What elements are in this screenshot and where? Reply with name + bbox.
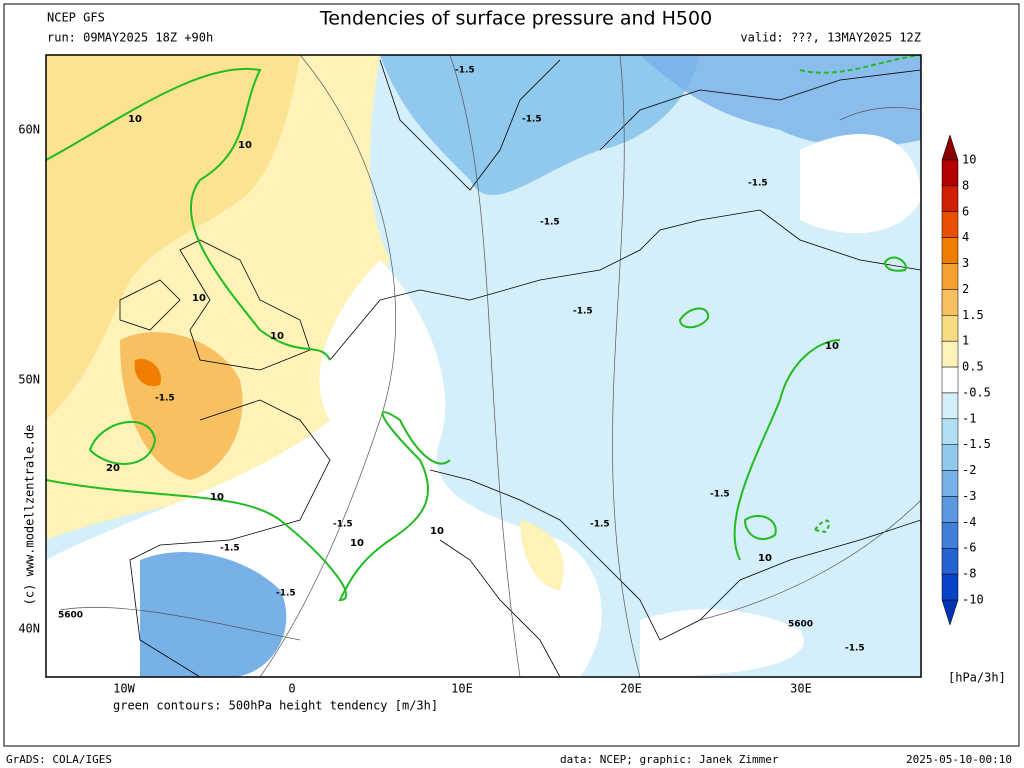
colorbar-segment bbox=[941, 522, 959, 549]
colorbar-segment bbox=[941, 315, 959, 342]
map: -1.5 -1.5 -1.5 -1.5 -1.5 -1.5 -1.5 -1.5 … bbox=[45, 54, 922, 678]
colorbar-segment bbox=[941, 159, 959, 187]
colorbar: 10 8 6 4 3 2 1.5 1 0.5 -0.5 -1 -1.5 -2 -3 -4 -6 -8 -10 bbox=[941, 134, 991, 626]
tendency-negative bbox=[640, 55, 921, 147]
tendency-negative bbox=[140, 551, 287, 677]
lon-label: 0 bbox=[288, 682, 295, 696]
colorbar-label: 2 bbox=[962, 282, 969, 296]
colorbar-segment bbox=[941, 392, 959, 420]
colorbar-label: -2 bbox=[962, 463, 976, 477]
tendency-positive bbox=[520, 520, 564, 590]
run-info: run: 09MAY2025 18Z +90h bbox=[47, 31, 213, 45]
colorbar-label: -0.5 bbox=[962, 385, 991, 399]
contour-label: 10 bbox=[758, 553, 772, 564]
colorbar-label: -10 bbox=[962, 593, 984, 607]
contour-label: 5600 bbox=[58, 611, 83, 621]
tendency-negative bbox=[380, 55, 700, 196]
contour-label: 10 bbox=[238, 140, 252, 151]
contour-label: -1.5 bbox=[455, 66, 475, 76]
lon-label: 10W bbox=[113, 682, 135, 696]
colorbar-unit: [hPa/3h] bbox=[948, 671, 1006, 685]
tendency-neutral bbox=[800, 134, 921, 234]
contour-label: 10 bbox=[128, 114, 142, 125]
footer-left: GrADS: COLA/IGES bbox=[6, 753, 112, 766]
colorbar-segment bbox=[941, 547, 959, 575]
colorbar-bottom bbox=[941, 599, 959, 626]
colorbar-label: 0.5 bbox=[962, 360, 984, 374]
lat-label: 50N bbox=[18, 373, 40, 387]
contour-label: 10 bbox=[192, 293, 206, 304]
contour-label: -1.5 bbox=[220, 544, 240, 554]
contour-label: -1.5 bbox=[522, 115, 542, 125]
contour-label: 10 bbox=[825, 341, 839, 352]
colorbar-segment bbox=[941, 237, 959, 264]
colorbar-label: -1.5 bbox=[962, 437, 991, 451]
colorbar-label: 1 bbox=[962, 334, 969, 348]
colorbar-segment bbox=[941, 289, 959, 316]
contour-label: 10 bbox=[350, 538, 364, 549]
colorbar-label: 8 bbox=[962, 178, 969, 192]
contour-label: -1.5 bbox=[590, 520, 610, 530]
colorbar-top bbox=[941, 134, 959, 161]
tendency-positive bbox=[46, 55, 300, 420]
caption: green contours: 500hPa height tendency [… bbox=[113, 699, 438, 713]
contour-label: 20 bbox=[106, 463, 120, 474]
lon-label: 20E bbox=[620, 682, 642, 696]
title: Tendencies of surface pressure and H500 bbox=[319, 8, 712, 30]
contour-label: 10 bbox=[430, 526, 444, 537]
tendency-positive bbox=[134, 359, 161, 387]
colorbar-segment bbox=[941, 340, 959, 368]
tendency-neutral bbox=[640, 609, 804, 677]
contour-label: -1.5 bbox=[333, 520, 353, 530]
footer-date: 2025-05-10-00:10 bbox=[906, 753, 1012, 766]
copyright: (c) www.modellzentrale.de bbox=[23, 425, 37, 606]
lon-label: 30E bbox=[790, 682, 812, 696]
contour-label: -1.5 bbox=[573, 307, 593, 317]
contour-label: -1.5 bbox=[748, 179, 768, 189]
colorbar-label: 1.5 bbox=[962, 308, 984, 322]
colorbar-segment bbox=[941, 444, 959, 471]
colorbar-label: -1 bbox=[962, 411, 976, 425]
height-tendency-contours bbox=[46, 55, 921, 602]
contour-label: -1.5 bbox=[710, 490, 730, 500]
contour-label: 10 bbox=[210, 492, 224, 503]
contour-labels: -1.5 -1.5 -1.5 -1.5 -1.5 -1.5 -1.5 -1.5 … bbox=[58, 66, 865, 654]
colorbar-segment bbox=[941, 366, 959, 394]
footer-credit: data: NCEP; graphic: Janek Zimmer bbox=[560, 753, 779, 766]
colorbar-label: -4 bbox=[962, 515, 976, 529]
colorbar-segment bbox=[941, 211, 959, 238]
contour-label: 5600 bbox=[788, 620, 813, 630]
valid-info: valid: ???, 13MAY2025 12Z bbox=[740, 31, 921, 45]
coastlines bbox=[119, 59, 921, 677]
colorbar-label: 10 bbox=[962, 153, 976, 167]
colorbar-segment bbox=[941, 470, 959, 497]
contour-label: -1.5 bbox=[845, 644, 865, 654]
colorbar-segment bbox=[941, 185, 959, 213]
colorbar-label: -6 bbox=[962, 541, 976, 555]
contour-label: -1.5 bbox=[155, 394, 175, 404]
contour-label: 10 bbox=[270, 331, 284, 342]
colorbar-label: 4 bbox=[962, 230, 969, 244]
lat-label: 60N bbox=[18, 123, 40, 137]
colorbar-label: 6 bbox=[962, 204, 969, 218]
map-border bbox=[45, 54, 922, 678]
contour-label: -1.5 bbox=[276, 589, 296, 599]
lon-label: 10E bbox=[451, 682, 473, 696]
frame bbox=[3, 3, 1020, 747]
pressure-isolines bbox=[59, 55, 921, 677]
model-name: NCEP GFS bbox=[47, 11, 105, 25]
colorbar-segment bbox=[941, 418, 959, 445]
colorbar-segment bbox=[941, 573, 959, 601]
colorbar-label: 3 bbox=[962, 256, 969, 270]
colorbar-label: -8 bbox=[962, 567, 976, 581]
contour-label: -1.5 bbox=[540, 218, 560, 228]
colorbar-segment bbox=[941, 263, 959, 290]
lat-label: 40N bbox=[18, 622, 40, 636]
colorbar-label: -3 bbox=[962, 489, 976, 503]
colorbar-segment bbox=[941, 496, 959, 523]
